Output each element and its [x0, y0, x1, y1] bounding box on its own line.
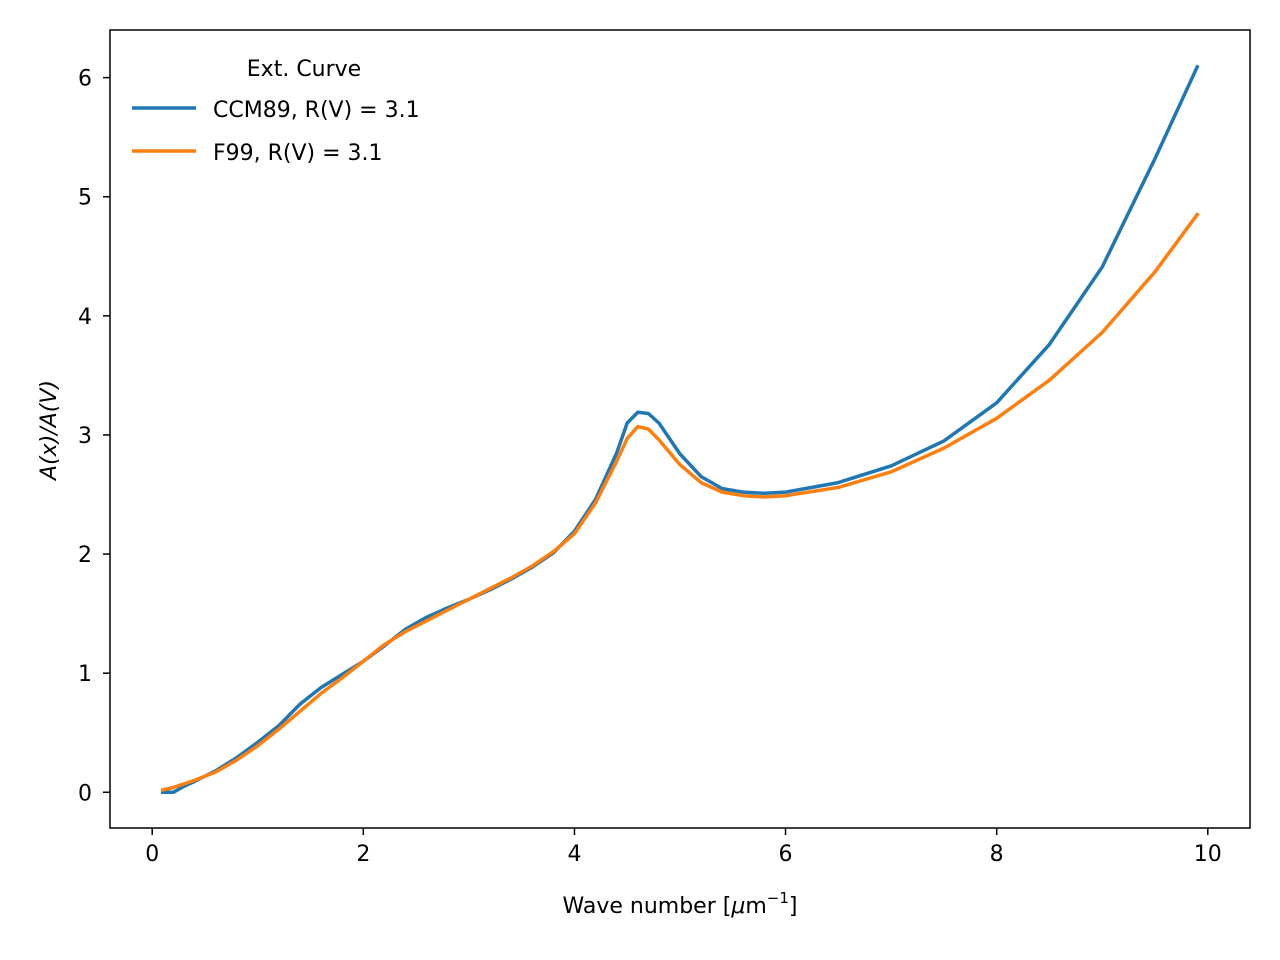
x-axis-label-mu: μ	[730, 894, 745, 919]
x-tick-label: 0	[145, 842, 159, 867]
plot-area-frame	[109, 29, 1251, 829]
x-axis-ticks: 0 2 4 6 8 10	[145, 828, 1222, 867]
legend-title: Ext. Curve	[247, 57, 361, 82]
legend-label-f99: F99, R(V) = 3.1	[213, 141, 383, 166]
y-tick-label: 2	[78, 543, 92, 568]
y-tick-label: 4	[78, 305, 92, 330]
y-tick-label: 1	[78, 662, 92, 687]
y-axis-label: A(x)/A(V)	[37, 380, 62, 482]
y-tick-label: 0	[78, 781, 92, 806]
x-tick-label: 4	[567, 842, 581, 867]
series-layer	[160, 64, 1200, 795]
y-tick-label: 5	[78, 186, 92, 211]
x-axis-label-main: Wave number [	[563, 894, 732, 919]
series-line-f99	[160, 212, 1200, 792]
x-axis-label-exponent: −1	[767, 889, 789, 907]
y-tick-label: 3	[78, 424, 92, 449]
x-axis-label-close: ]	[789, 894, 798, 919]
y-tick-label: 6	[78, 67, 92, 92]
x-axis-label: Wave number [μm−1]	[563, 889, 798, 919]
x-tick-label: 2	[356, 842, 370, 867]
x-tick-label: 8	[990, 842, 1004, 867]
legend-label-ccm89: CCM89, R(V) = 3.1	[213, 98, 420, 123]
legend: Ext. Curve CCM89, R(V) = 3.1 F99, R(V) =…	[132, 57, 420, 166]
x-axis-label-unit: m	[745, 894, 766, 919]
y-axis-ticks: 0 1 2 3 4 5 6	[78, 67, 110, 806]
x-tick-label: 6	[779, 842, 793, 867]
x-tick-label: 10	[1194, 842, 1222, 867]
